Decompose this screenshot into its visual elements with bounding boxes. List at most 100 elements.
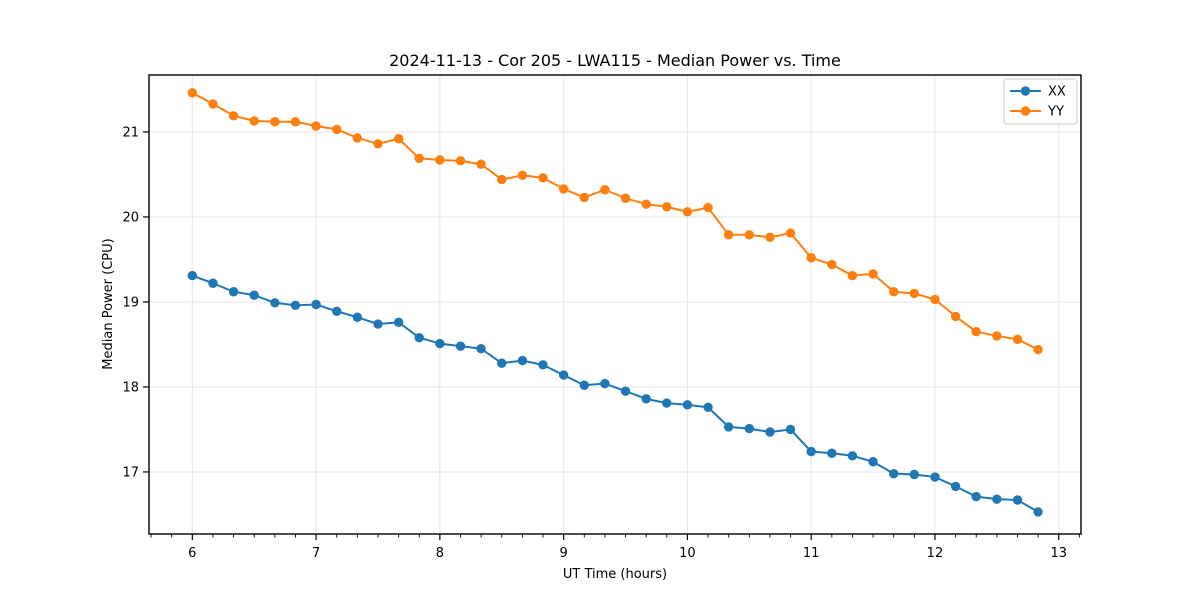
series-yy-marker bbox=[228, 111, 239, 121]
series-yy-marker bbox=[290, 117, 301, 127]
legend-box bbox=[1003, 78, 1078, 125]
chart-title: 2024-11-13 - Cor 205 - LWA115 - Median P… bbox=[389, 51, 841, 70]
series-yy-marker bbox=[352, 133, 363, 143]
legend-marker-sample bbox=[1020, 86, 1031, 96]
series-yy-marker bbox=[455, 156, 466, 166]
series-yy-marker bbox=[393, 134, 404, 144]
series-yy-marker bbox=[909, 288, 919, 299]
series-xx-marker bbox=[765, 427, 775, 437]
series-xx-marker bbox=[868, 457, 878, 467]
series-xx-marker bbox=[992, 494, 1002, 504]
series-yy-marker bbox=[558, 184, 569, 194]
series-xx-marker bbox=[311, 299, 321, 310]
series-xx-marker bbox=[414, 332, 424, 343]
series-xx-marker bbox=[785, 424, 796, 435]
series-yy-marker bbox=[703, 202, 713, 213]
series-yy-marker bbox=[517, 170, 528, 180]
series-yy-marker bbox=[1033, 344, 1043, 355]
y-axis-label: Median Power (CPU) bbox=[101, 238, 116, 369]
series-yy-marker bbox=[538, 173, 548, 183]
x-tick-label: 9 bbox=[559, 546, 567, 561]
series-xx-marker bbox=[682, 400, 693, 410]
x-tick-label: 7 bbox=[312, 546, 320, 561]
series-xx-marker bbox=[744, 423, 754, 434]
series-yy-line bbox=[191, 91, 1040, 351]
series-yy-marker bbox=[641, 199, 651, 209]
x-tick-label: 12 bbox=[927, 546, 944, 561]
series-yy-marker bbox=[785, 228, 796, 238]
series-yy-marker bbox=[600, 185, 610, 195]
series-xx-marker bbox=[373, 319, 383, 329]
series-xx-marker bbox=[827, 448, 837, 458]
series-yy-marker bbox=[682, 207, 693, 217]
series-yy-marker bbox=[435, 155, 445, 165]
y-tick-label: 19 bbox=[122, 295, 139, 310]
series-yy-marker bbox=[476, 159, 486, 169]
series-yy-marker bbox=[662, 202, 672, 212]
series-xx-marker bbox=[971, 491, 981, 502]
series-xx-marker bbox=[228, 287, 239, 297]
series-yy-marker bbox=[414, 153, 424, 163]
series-xx-marker bbox=[249, 290, 259, 300]
series-xx-marker bbox=[662, 398, 672, 408]
series-xx-marker bbox=[620, 386, 631, 396]
series-xx-marker bbox=[909, 469, 919, 480]
series-xx-marker bbox=[950, 481, 961, 492]
series-xx-marker bbox=[187, 270, 198, 281]
series-yy-marker bbox=[765, 232, 775, 243]
series-xx-marker bbox=[723, 422, 734, 432]
series-xx-marker bbox=[476, 344, 486, 354]
x-axis-label: UT Time (hours) bbox=[563, 567, 667, 582]
series-xx-marker bbox=[332, 306, 342, 316]
series-yy-marker bbox=[806, 253, 816, 263]
series-yy-marker bbox=[950, 311, 961, 322]
series-xx-marker bbox=[435, 338, 445, 349]
series-xx-marker bbox=[538, 360, 548, 370]
series-xx-marker bbox=[1033, 507, 1043, 517]
series-yy-marker bbox=[723, 230, 734, 240]
x-tick-label: 10 bbox=[679, 546, 696, 561]
series-xx-marker bbox=[517, 355, 528, 366]
series-xx-marker bbox=[703, 402, 713, 413]
series-xx-marker bbox=[806, 446, 816, 457]
series-yy-marker bbox=[620, 193, 631, 203]
series-yy-marker bbox=[827, 259, 837, 270]
series-yy-marker bbox=[868, 269, 878, 279]
series-xx-marker bbox=[290, 300, 301, 311]
series-yy-marker bbox=[270, 117, 280, 127]
series-xx-marker bbox=[497, 358, 507, 368]
series-xx-marker bbox=[558, 370, 569, 380]
y-tick-label: 21 bbox=[122, 125, 139, 140]
y-tick-label: 18 bbox=[122, 380, 139, 395]
series-yy-marker bbox=[208, 99, 218, 109]
legend-entry-xx: XX bbox=[1048, 85, 1066, 100]
x-tick-label: 11 bbox=[803, 546, 820, 561]
series-yy-marker bbox=[373, 139, 383, 149]
series-yy-marker bbox=[332, 124, 342, 135]
x-tick-label: 6 bbox=[188, 546, 196, 561]
series-yy-marker bbox=[744, 230, 754, 240]
series-xx-marker bbox=[270, 298, 280, 308]
plot-border bbox=[148, 74, 1082, 535]
series-xx-marker bbox=[393, 317, 404, 328]
series-yy-marker bbox=[930, 294, 940, 305]
y-tick-label: 17 bbox=[122, 465, 139, 480]
x-tick-label: 13 bbox=[1050, 546, 1067, 561]
series-xx-marker bbox=[208, 278, 218, 288]
grid-layer bbox=[149, 75, 1081, 534]
series-xx-marker bbox=[455, 341, 466, 351]
series-layer bbox=[187, 88, 1043, 517]
x-tick-label: 8 bbox=[436, 546, 444, 561]
series-yy-marker bbox=[579, 192, 589, 203]
series-yy-marker bbox=[971, 327, 981, 337]
series-yy-marker bbox=[497, 174, 507, 185]
series-xx-marker bbox=[930, 472, 940, 482]
series-xx-marker bbox=[1012, 495, 1023, 505]
legend: XX YY bbox=[1003, 78, 1078, 125]
series-yy-marker bbox=[311, 121, 321, 131]
series-yy-marker bbox=[1012, 334, 1023, 345]
series-xx-marker bbox=[641, 394, 651, 404]
series-yy-marker bbox=[889, 287, 899, 297]
series-xx-marker bbox=[847, 451, 858, 461]
